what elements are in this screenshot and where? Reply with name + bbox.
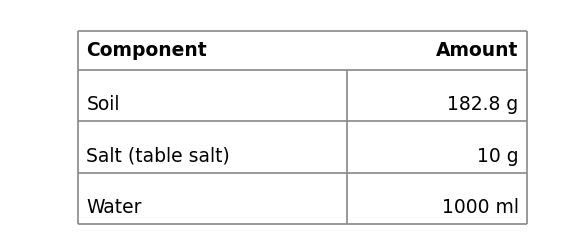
Text: Salt (table salt): Salt (table salt) [86, 147, 230, 166]
Text: 10 g: 10 g [477, 147, 519, 166]
Text: Amount: Amount [436, 41, 519, 60]
Text: Component: Component [86, 41, 207, 60]
Text: 182.8 g: 182.8 g [447, 96, 519, 114]
Text: 1000 ml: 1000 ml [442, 198, 519, 217]
Text: Water: Water [86, 198, 142, 217]
Text: Soil: Soil [86, 96, 120, 114]
